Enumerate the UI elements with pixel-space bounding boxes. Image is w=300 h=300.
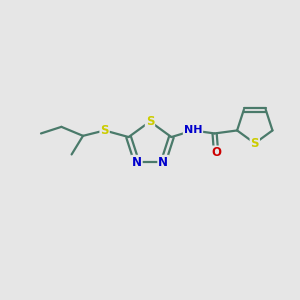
Text: NH: NH — [184, 125, 202, 135]
Text: N: N — [132, 156, 142, 169]
Text: N: N — [158, 156, 168, 169]
Text: S: S — [146, 115, 154, 128]
Text: O: O — [211, 146, 221, 159]
Text: S: S — [100, 124, 109, 137]
Text: S: S — [250, 137, 259, 150]
